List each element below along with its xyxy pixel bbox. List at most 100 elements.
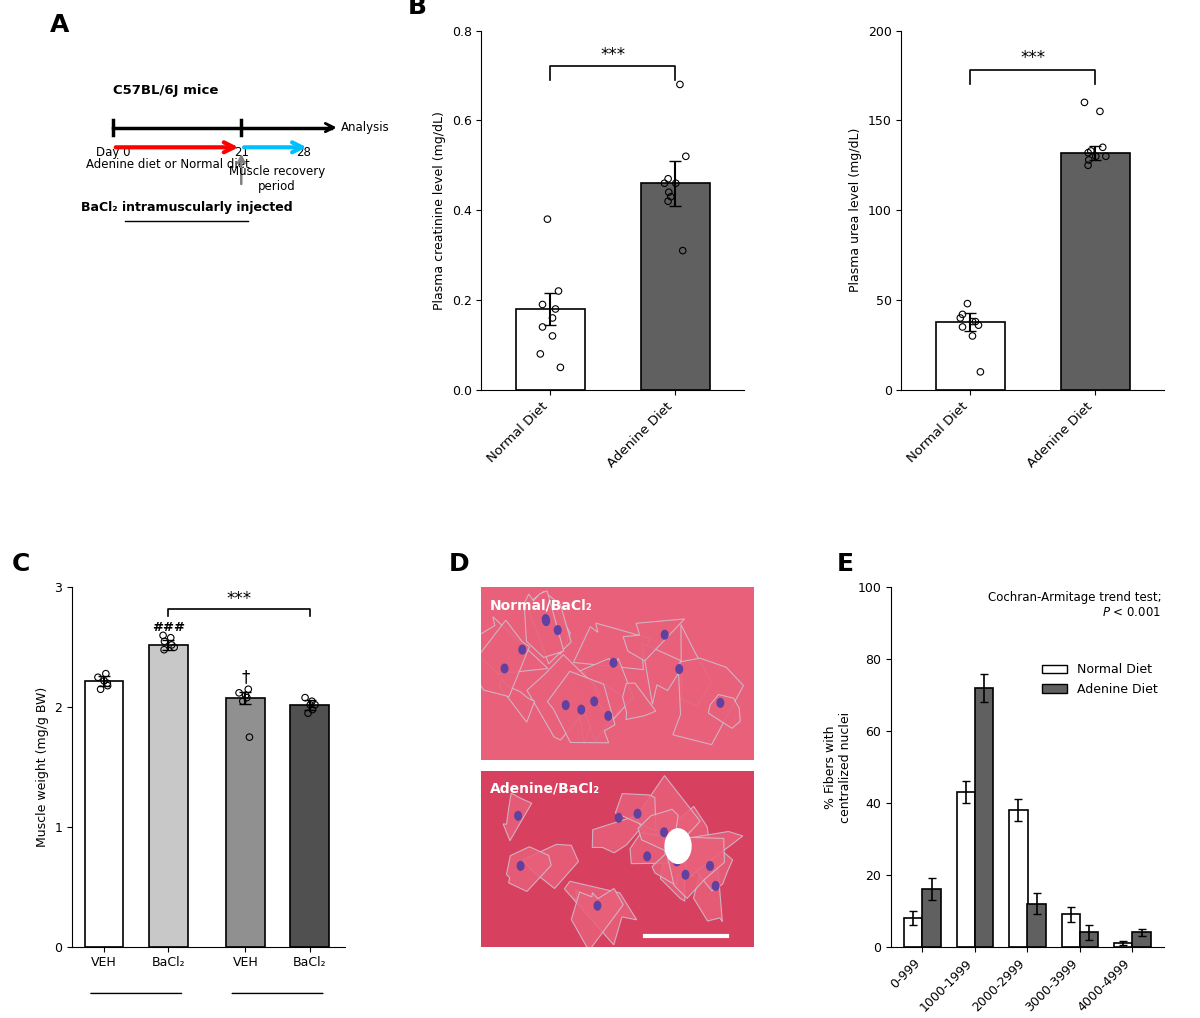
Point [233, 693, 252, 710]
Point [953, 319, 972, 335]
Circle shape [707, 861, 713, 870]
Bar [149, 645, 187, 947]
Circle shape [635, 809, 641, 818]
Point [655, 175, 674, 191]
Circle shape [661, 828, 667, 837]
Point [659, 193, 678, 210]
Point [659, 171, 678, 187]
Polygon shape [652, 830, 694, 886]
Text: D: D [449, 552, 469, 575]
Point [958, 295, 977, 312]
Text: Analysis: Analysis [341, 121, 390, 134]
Bar [481, 587, 755, 759]
Bar [1080, 932, 1098, 947]
Point [89, 669, 108, 685]
Point [96, 666, 115, 682]
Point [154, 627, 173, 643]
Polygon shape [685, 842, 733, 891]
Polygon shape [680, 832, 743, 879]
Polygon shape [623, 683, 655, 720]
Polygon shape [499, 679, 535, 722]
Circle shape [676, 665, 683, 673]
Circle shape [578, 705, 584, 714]
Polygon shape [506, 847, 551, 892]
Point [239, 681, 258, 697]
Point [295, 689, 314, 705]
Y-axis label: % Fibers with
centralized nuclei: % Fibers with centralized nuclei [824, 712, 852, 823]
Text: C57BL/6J mice: C57BL/6J mice [113, 84, 218, 98]
Point [229, 685, 248, 701]
Polygon shape [524, 590, 564, 658]
Polygon shape [638, 809, 678, 854]
Point [95, 673, 114, 689]
Bar [290, 704, 329, 947]
Circle shape [665, 829, 691, 864]
Polygon shape [664, 837, 725, 899]
Text: ***: *** [600, 46, 625, 63]
Circle shape [661, 630, 668, 639]
Bar [1009, 810, 1027, 947]
Polygon shape [523, 844, 578, 889]
Y-axis label: Muscle weight (mg/g BW): Muscle weight (mg/g BW) [36, 687, 49, 847]
Bar [936, 322, 1004, 390]
Polygon shape [572, 890, 613, 925]
Polygon shape [527, 655, 600, 740]
Point [1079, 152, 1098, 168]
Point [533, 319, 552, 335]
Polygon shape [673, 659, 743, 744]
Point [962, 314, 982, 330]
Bar [904, 918, 923, 947]
Point [542, 309, 562, 326]
Polygon shape [660, 849, 685, 901]
Y-axis label: Plasma urea level (mg/dL): Plasma urea level (mg/dL) [850, 128, 863, 292]
Point [530, 346, 550, 362]
Point [666, 175, 685, 191]
Point [240, 729, 259, 745]
Point [299, 705, 318, 722]
Circle shape [563, 700, 569, 710]
Point [677, 149, 696, 165]
Polygon shape [574, 659, 634, 721]
Point [533, 296, 552, 313]
Bar [85, 681, 124, 947]
Point [971, 363, 990, 380]
Point [546, 301, 565, 318]
Polygon shape [564, 882, 637, 945]
Point [538, 211, 557, 227]
Circle shape [713, 882, 719, 890]
Point [91, 681, 110, 697]
Polygon shape [574, 623, 650, 670]
Point [1093, 139, 1112, 156]
Point [302, 701, 322, 718]
Point [236, 687, 256, 703]
Polygon shape [593, 812, 654, 853]
Point [97, 675, 116, 691]
Point [962, 328, 982, 344]
Point [659, 184, 678, 201]
Point [966, 314, 985, 330]
Polygon shape [642, 643, 680, 704]
Text: A: A [50, 12, 70, 37]
Point [673, 242, 692, 259]
Point [155, 633, 174, 649]
Polygon shape [574, 671, 605, 743]
Point [1075, 95, 1094, 111]
Polygon shape [571, 889, 623, 951]
Point [238, 689, 257, 705]
Text: ***: *** [1020, 49, 1045, 67]
Bar [481, 587, 755, 759]
Point [155, 641, 174, 658]
Text: E: E [836, 552, 853, 575]
Y-axis label: Plasma creatinine level (mg/dL): Plasma creatinine level (mg/dL) [433, 111, 446, 309]
Bar [1114, 943, 1133, 947]
Point [1079, 145, 1098, 161]
Polygon shape [547, 671, 614, 743]
Point [1081, 143, 1100, 159]
Point [1091, 103, 1110, 119]
Circle shape [502, 664, 508, 673]
Text: 28: 28 [296, 146, 312, 159]
Point [1086, 149, 1105, 165]
Bar [641, 183, 709, 390]
Bar [974, 688, 994, 947]
Point [548, 283, 568, 299]
